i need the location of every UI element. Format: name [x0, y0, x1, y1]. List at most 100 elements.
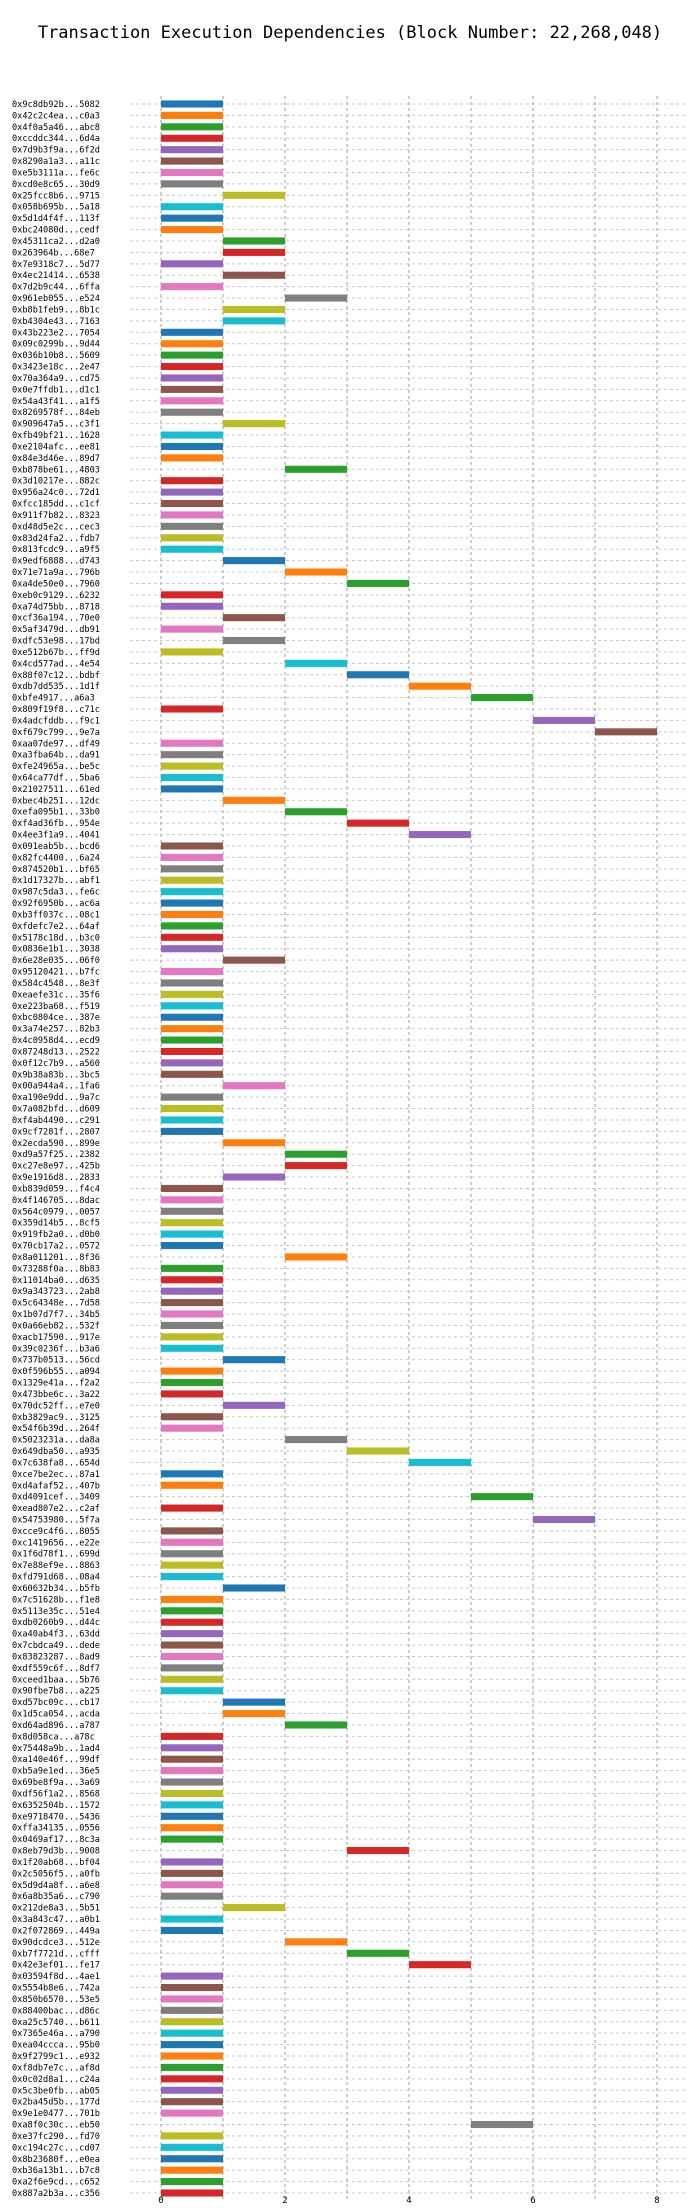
y-tick-label: 0x09c0299b...9d44 — [12, 340, 100, 350]
dependency-bar — [161, 1344, 223, 1352]
y-tick-label: 0x39c0236f...b3a6 — [12, 1344, 100, 1354]
y-tick-label: 0x3a843c47...a0b1 — [12, 1915, 100, 1925]
y-tick-label: 0x25fcc8b6...9715 — [12, 191, 100, 201]
y-tick-label: 0x8269578f...84eb — [12, 408, 100, 418]
y-tick-label: 0x7d9b3f9a...6f2d — [12, 146, 100, 156]
dependency-bar — [161, 1652, 223, 1661]
y-tick-label: 0x8eb79d3b...9008 — [12, 1847, 100, 1857]
y-tick-label: 0x73288f0a...8b83 — [12, 1264, 100, 1274]
y-tick-label: 0xa40ab4f3...63dd — [12, 1630, 100, 1640]
y-tick-label: 0x1b07d7f7...34b5 — [12, 1310, 100, 1320]
y-tick-label: 0x70cb17a2...0572 — [12, 1242, 100, 1252]
dependency-bar — [347, 1847, 409, 1855]
y-tick-label: 0x956a24c0...72d1 — [12, 488, 100, 498]
dependency-bar — [161, 1093, 223, 1101]
y-tick-label: 0x058b695b...5a18 — [12, 203, 100, 213]
dependency-bar — [161, 1310, 223, 1318]
dependency-bar — [347, 579, 409, 587]
dependency-bar — [161, 1801, 223, 1809]
y-tick-label: 0xcd0e8c65...30d9 — [12, 180, 100, 190]
y-tick-label: 0xd9a57f25...2382 — [12, 1150, 100, 1160]
dependency-bar — [347, 819, 409, 827]
x-tick-label: 6 — [530, 2196, 535, 2206]
dependency-bar — [285, 659, 347, 667]
y-tick-label: 0x9a343723...2ab8 — [12, 1287, 100, 1297]
y-tick-label: 0xb36a13b1...b7c8 — [12, 2166, 100, 2176]
dependency-bar — [161, 340, 223, 348]
y-tick-label: 0xbfe4917...a6a3 — [12, 694, 95, 704]
dependency-bar — [161, 1972, 223, 1980]
dependency-bar — [161, 2006, 223, 2014]
y-tick-label: 0x909647a5...c3f1 — [12, 420, 100, 430]
dependency-bar — [223, 420, 285, 428]
y-tick-label: 0xcf36a194...70e0 — [12, 614, 100, 624]
y-tick-label: 0x0f596b55...a094 — [12, 1367, 100, 1377]
y-tick-label: 0xb8b1feb9...8b1c — [12, 305, 100, 315]
dependency-bar — [285, 568, 347, 576]
dependency-bar — [161, 454, 223, 462]
y-tick-label: 0x5d9d4a8f...a6e8 — [12, 1881, 100, 1891]
y-tick-label: 0x1f20ab68...bf04 — [12, 1858, 100, 1868]
y-tick-label: 0x3d10217e...882c — [12, 477, 100, 487]
y-tick-label: 0x21027511...61ed — [12, 785, 100, 795]
y-tick-label: 0x82fc4400...6a24 — [12, 853, 100, 863]
y-tick-label: 0x8a011201...8f36 — [12, 1253, 100, 1263]
y-tick-label: 0xe512b67b...ff9d — [12, 648, 100, 658]
y-tick-label: 0xacb17590...917e — [12, 1333, 100, 1343]
y-tick-label: 0xb5a9e1ed...36e5 — [12, 1767, 100, 1777]
y-tick-label: 0x11014ba0...d635 — [12, 1276, 100, 1286]
dependency-bar — [161, 214, 223, 222]
y-tick-label: 0x54753980...5f7a — [12, 1515, 100, 1525]
dependency-bar — [161, 134, 223, 142]
y-tick-label: 0xea04ccca...95b0 — [12, 2041, 100, 2051]
y-tick-label: 0x9e1916d8...2833 — [12, 1173, 100, 1183]
y-tick-label: 0xdf559c6f...8df7 — [12, 1664, 100, 1674]
dependency-bar — [161, 1059, 223, 1067]
y-tick-label: 0x7365e46a...a790 — [12, 2029, 100, 2039]
dependency-bar — [161, 260, 223, 268]
dependency-bar — [223, 1173, 285, 1181]
y-tick-label: 0x5c64348e...7d58 — [12, 1299, 100, 1309]
dependency-bar — [161, 157, 223, 165]
y-tick-label: 0x90dcdce3...512e — [12, 1938, 100, 1948]
dependency-bar — [161, 1926, 223, 1934]
y-tick-label: 0x1d5ca054...acda — [12, 1710, 100, 1720]
dependency-bar — [285, 1162, 347, 1170]
y-tick-label: 0x5af3479d...db91 — [12, 625, 100, 635]
dependency-bar — [223, 305, 285, 314]
dependency-bar — [161, 1892, 223, 1900]
dependency-bar — [223, 1082, 285, 1090]
y-tick-label: 0xd57bc09c...cb17 — [12, 1698, 100, 1708]
dependency-bar — [161, 1276, 223, 1284]
dependency-bar — [161, 397, 223, 405]
dependency-bar — [161, 853, 223, 861]
y-tick-label: 0x70a364a9...cd75 — [12, 374, 100, 384]
y-tick-label: 0x5d1d4f4f...113f — [12, 214, 100, 224]
y-tick-label: 0x3423e18c...2e47 — [12, 363, 100, 373]
y-tick-label: 0xf4ab4490...c291 — [12, 1116, 100, 1126]
dependency-bar — [161, 1618, 223, 1626]
y-tick-label: 0x6a8b35a6...c790 — [12, 1892, 100, 1902]
y-tick-label: 0xe223ba68...f519 — [12, 1002, 100, 1012]
dependency-bar — [161, 168, 223, 177]
y-tick-label: 0x90fbe7b8...a225 — [12, 1687, 100, 1697]
y-tick-label: 0x874520b1...bf65 — [12, 865, 100, 875]
dependency-bar — [161, 1207, 223, 1215]
dependency-bar — [161, 1538, 223, 1546]
y-tick-label: 0xe2104afc...ee81 — [12, 442, 100, 452]
y-tick-label: 0x5113e35c...51e4 — [12, 1607, 100, 1617]
y-tick-label: 0x0c02d8a1...c24a — [12, 2075, 100, 2085]
y-tick-label: 0xfd791d68...08a4 — [12, 1573, 100, 1583]
dependency-bar — [223, 1904, 285, 1912]
dependency-bar — [161, 1378, 223, 1387]
y-tick-label: 0xfb49bf21...1628 — [12, 431, 100, 441]
dependency-bar — [161, 1219, 223, 1227]
dependency-bar — [161, 1607, 223, 1615]
dependency-bar — [223, 636, 285, 645]
dependency-bar — [161, 2098, 223, 2106]
y-tick-label: 0x88f07c12...bdbf — [12, 671, 100, 681]
dependency-bar — [161, 408, 223, 416]
y-tick-label: 0xceed1baa...5b76 — [12, 1675, 100, 1685]
dependency-bar — [223, 557, 285, 565]
